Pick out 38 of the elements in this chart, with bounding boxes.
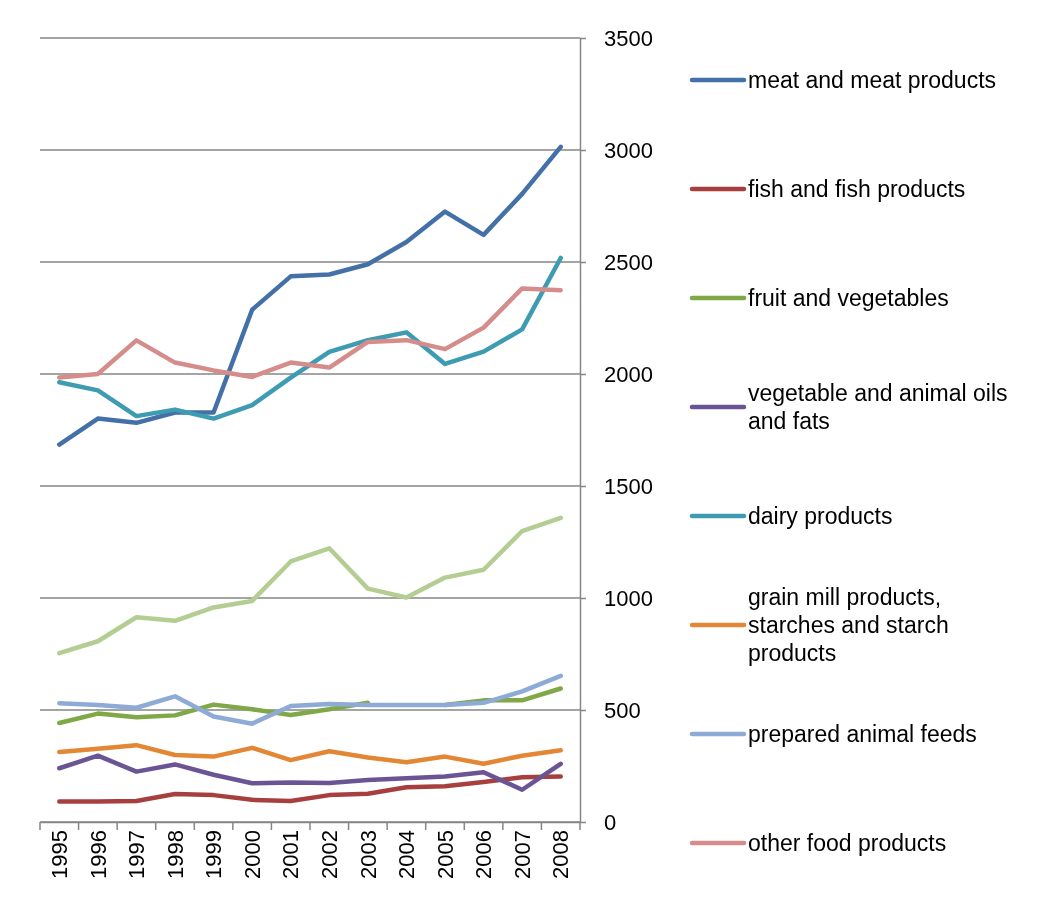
y-tick-label: 3500	[604, 25, 653, 51]
y-tick-label: 0	[604, 809, 617, 835]
x-tick-label: 2000	[239, 830, 265, 879]
line-series	[57, 144, 563, 447]
legend-label: meat and meat products	[748, 67, 997, 94]
line-series	[57, 742, 563, 767]
y-tick-label: 2000	[604, 361, 653, 387]
x-tick-label: 2003	[355, 830, 381, 879]
y-tick-label: 1500	[604, 473, 653, 499]
x-tick-label: 1997	[124, 830, 150, 879]
legend-label: vegetable and animal oils and fats	[748, 380, 1008, 435]
x-tick-label: 2006	[471, 830, 497, 879]
line-series	[57, 673, 563, 726]
x-tick-label: 1999	[201, 830, 227, 879]
x-tick-label: 2002	[316, 830, 342, 879]
line-series	[57, 255, 563, 421]
line-series	[57, 286, 563, 380]
line-series	[57, 774, 563, 804]
x-tick-label: 2005	[432, 830, 458, 879]
y-tick-label: 3000	[604, 137, 653, 163]
legend-label: fruit and vegetables	[748, 285, 949, 312]
y-tick-label: 1000	[604, 585, 653, 611]
x-tick-label: 1998	[162, 830, 188, 879]
y-tick-label: 2500	[604, 249, 653, 275]
x-tick-label: 2008	[548, 830, 574, 879]
x-tick-label: 2001	[278, 830, 304, 879]
legend-label: prepared animal feeds	[748, 721, 977, 748]
x-tick-label: 2007	[509, 830, 535, 879]
line-series	[57, 515, 563, 656]
line-series	[57, 753, 563, 792]
x-tick-label: 1995	[46, 830, 72, 879]
legend-label: dairy products	[748, 503, 893, 530]
y-tick-label: 500	[604, 697, 641, 723]
legend-label: other food products	[748, 830, 947, 857]
legend-label: grain mill products, starches and starch products	[748, 584, 949, 667]
legend-label: fish and fish products	[748, 176, 966, 203]
x-tick-label: 2004	[394, 830, 420, 879]
x-tick-label: 1996	[85, 830, 111, 879]
